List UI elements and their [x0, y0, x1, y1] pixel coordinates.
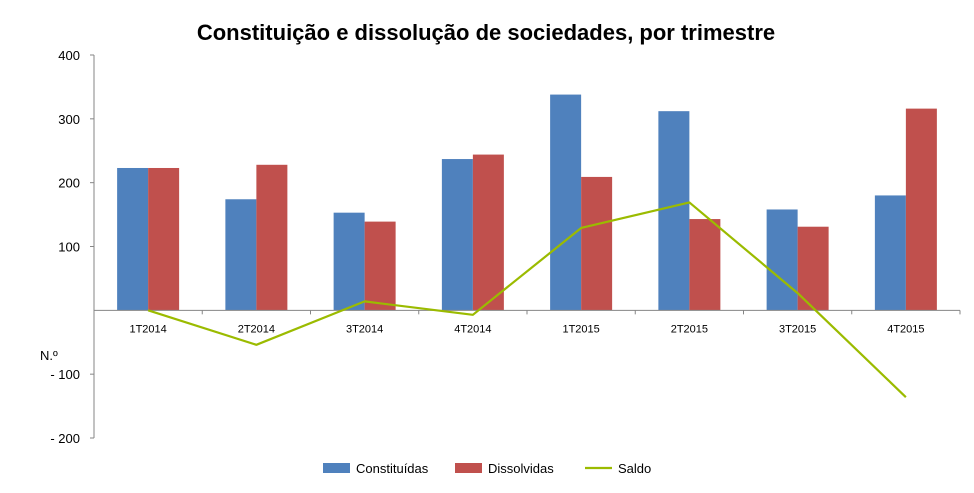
bar-constituídas [874, 195, 906, 311]
bar-constituídas [658, 111, 690, 311]
bar-dissolvidas [148, 167, 180, 311]
legend-swatch-constituídas [323, 463, 350, 473]
x-tick-label: 3T2015 [779, 323, 816, 335]
legend-label-saldo: Saldo [618, 461, 651, 476]
y-tick-label: - 100 [50, 367, 80, 382]
bar-dissolvidas [256, 164, 288, 311]
bar-constituídas [333, 212, 365, 311]
bar-dissolvidas [364, 221, 396, 311]
bar-constituídas [766, 209, 798, 311]
x-tick-label: 1T2014 [129, 323, 166, 335]
legend: Constituídas Dissolvidas Saldo [323, 461, 651, 476]
x-tick-label: 4T2015 [887, 323, 924, 335]
y-tick-label: 100 [58, 240, 80, 255]
y-tick-label: - 200 [50, 431, 80, 446]
x-tick-label: 3T2014 [346, 323, 383, 335]
x-tick-label: 1T2015 [562, 323, 599, 335]
legend-swatch-dissolvidas [455, 463, 482, 473]
bar-dissolvidas [472, 154, 504, 311]
x-tick-label: 2T2014 [238, 323, 275, 335]
bar-dissolvidas [581, 176, 613, 311]
bar-dissolvidas [905, 108, 937, 311]
x-tick-label: 4T2014 [454, 323, 491, 335]
legend-label-dissolvidas: Dissolvidas [488, 461, 554, 476]
bar-constituídas [117, 167, 149, 311]
chart-title: Constituição e dissolução de sociedades,… [197, 20, 775, 45]
line-saldo [147, 201, 907, 398]
bar-constituídas [550, 94, 582, 311]
bar-dissolvidas [689, 219, 721, 311]
bar-constituídas [441, 159, 473, 311]
x-tick-label: 2T2015 [671, 323, 708, 335]
y-tick-label: 300 [58, 112, 80, 127]
bar-constituídas [225, 199, 257, 311]
y-tick-label: 200 [58, 176, 80, 191]
legend-label-constituídas: Constituídas [356, 461, 429, 476]
plot-area: 400 300 200 100 - 100 - 200 1T2014 2T2014 3T2014… [50, 48, 961, 446]
y-tick-label: 400 [58, 48, 80, 63]
y-axis-label: N.º [40, 348, 58, 363]
bar-dissolvidas [797, 226, 829, 311]
